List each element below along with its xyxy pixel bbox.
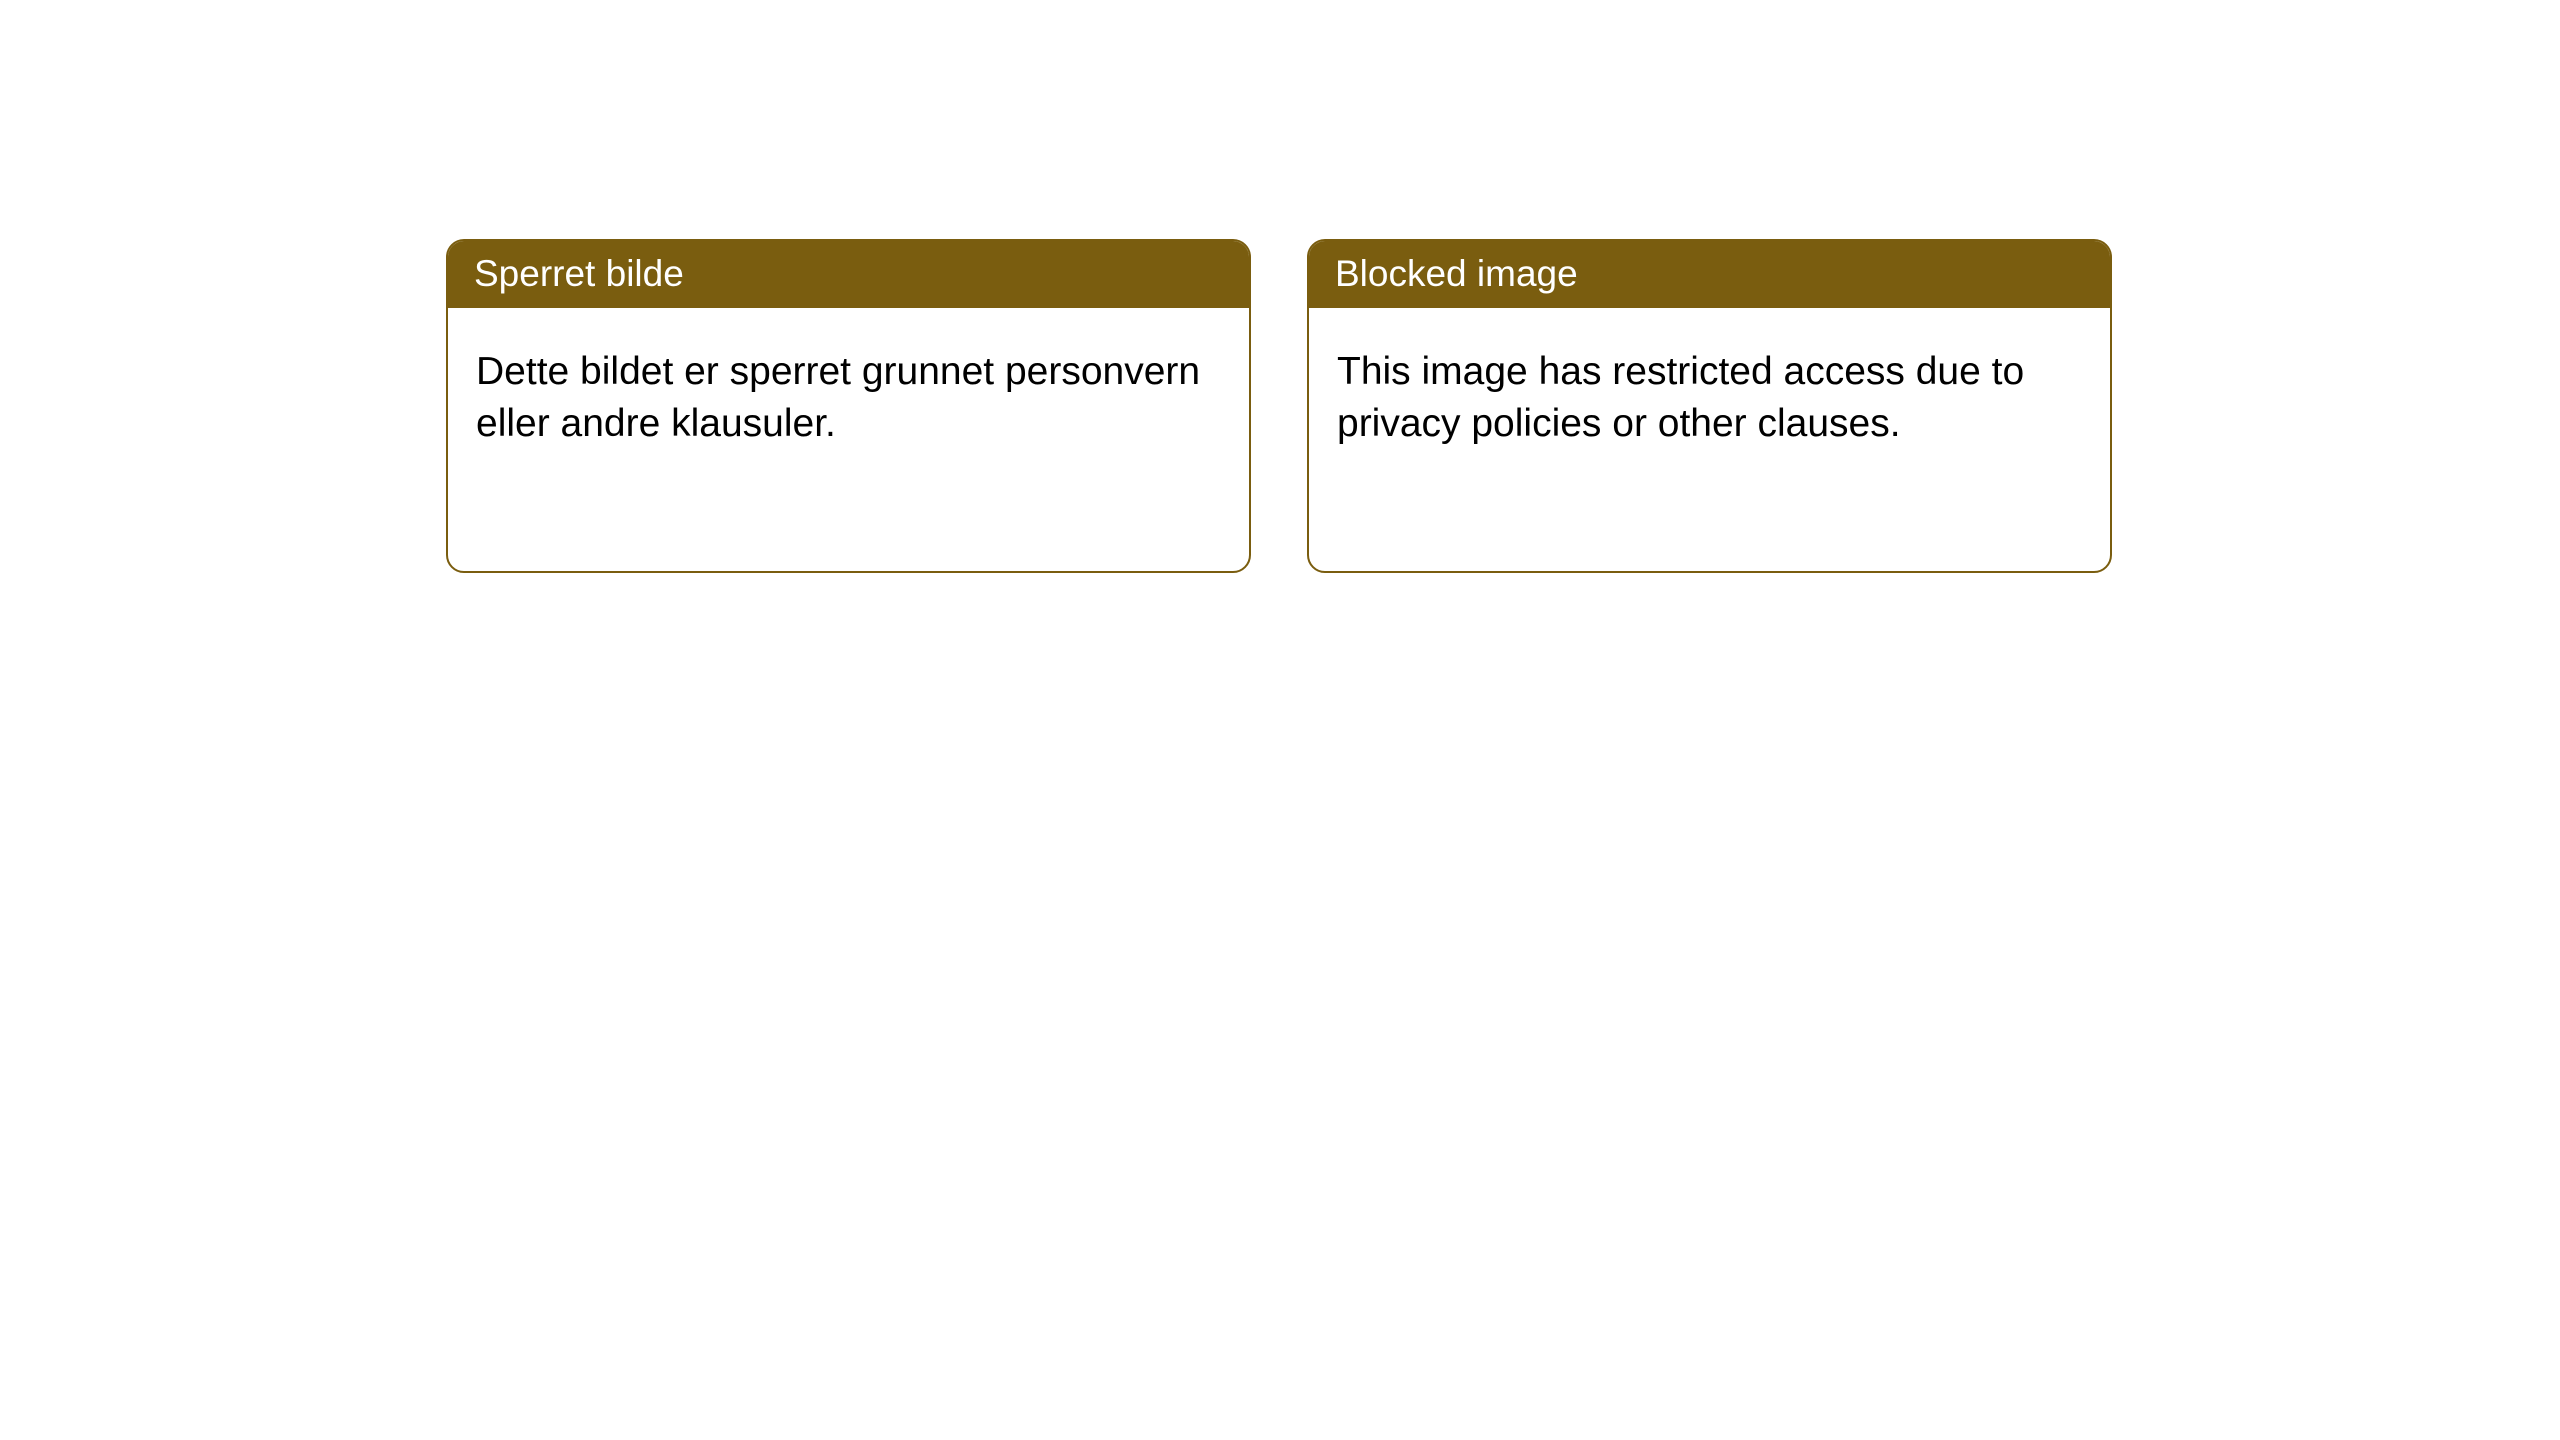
notice-container: Sperret bilde Dette bildet er sperret gr…	[0, 0, 2560, 573]
notice-body: Dette bildet er sperret grunnet personve…	[448, 308, 1249, 487]
notice-body: This image has restricted access due to …	[1309, 308, 2110, 487]
notice-card-english: Blocked image This image has restricted …	[1307, 239, 2112, 573]
notice-header: Sperret bilde	[448, 241, 1249, 308]
notice-header: Blocked image	[1309, 241, 2110, 308]
notice-card-norwegian: Sperret bilde Dette bildet er sperret gr…	[446, 239, 1251, 573]
